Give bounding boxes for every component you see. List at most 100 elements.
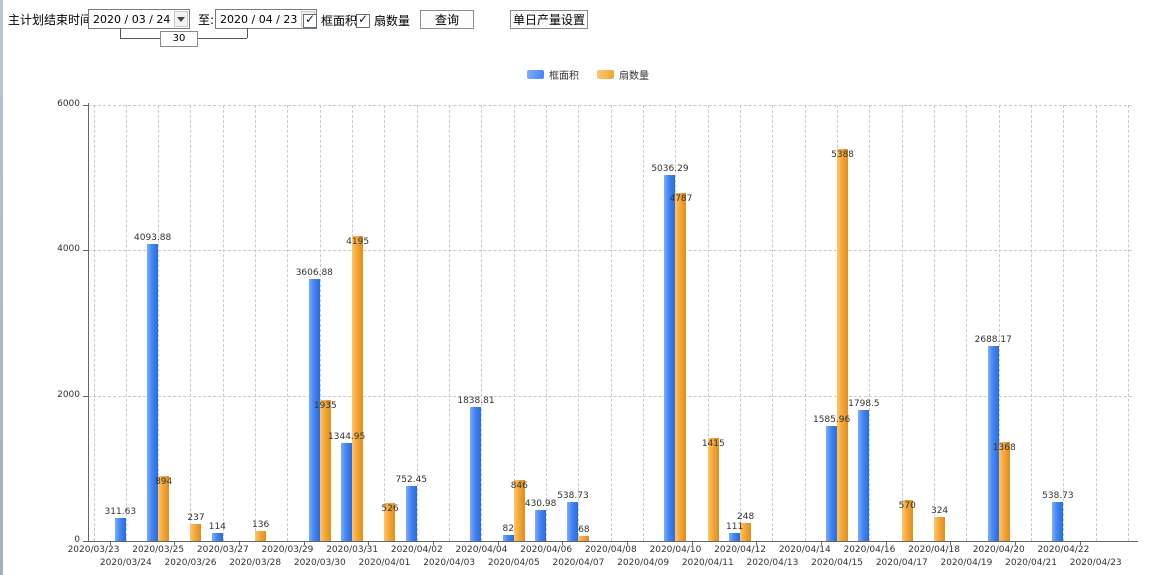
gridline-vertical	[287, 105, 289, 541]
gridline-vertical	[319, 105, 321, 541]
date-to-value[interactable]: 2020 / 04 / 23	[220, 12, 298, 26]
window-left-border	[0, 0, 3, 575]
gridline-vertical	[966, 105, 968, 541]
y-axis-line	[88, 103, 89, 541]
bar-frame-area	[308, 278, 320, 541]
legend-label: 扇数量	[619, 71, 649, 82]
bar-fan-count	[158, 476, 170, 541]
gridline-vertical	[934, 105, 936, 541]
checkbox-frame-area[interactable]: 框面积	[303, 12, 357, 29]
bar-value-label: 4093.88	[134, 232, 172, 243]
bar-value-label: 2688.17	[974, 334, 1012, 345]
bar-frame-area	[729, 532, 741, 541]
days-interval-input[interactable]: 30	[160, 31, 198, 47]
gridline-vertical	[481, 105, 483, 541]
bar-value-label: 1415	[701, 439, 725, 450]
connector-line	[120, 38, 160, 39]
x-axis-tick-label: 2020/04/20	[972, 545, 1025, 555]
legend-swatch-icon	[527, 70, 544, 79]
bar-frame-area	[567, 501, 579, 541]
bar-fan-count	[837, 149, 849, 541]
x-axis-tick	[1079, 541, 1081, 545]
x-axis-tick	[303, 541, 305, 545]
bar-frame-area	[470, 407, 482, 541]
bar-value-label: 430.98	[524, 498, 557, 509]
y-axis-tick	[83, 105, 88, 106]
legend-item[interactable]: 框面积	[527, 67, 579, 82]
x-axis-tick	[756, 541, 758, 545]
bar-value-label: 538.73	[1042, 490, 1074, 501]
x-axis-tick-label: 2020/04/02	[390, 545, 443, 555]
bar-value-label: 136	[252, 520, 270, 531]
date-from-value[interactable]: 2020 / 03 / 24	[93, 12, 171, 26]
bar-fan-count	[901, 499, 913, 541]
x-axis-tick-label: 2020/04/06	[520, 545, 573, 555]
x-axis-tick	[109, 541, 111, 545]
gridline-vertical	[610, 105, 612, 541]
date-from-picker[interactable]: 2020 / 03 / 24	[88, 9, 190, 29]
bar-fan-count	[740, 522, 752, 541]
bar-fan-count	[319, 400, 331, 541]
checkbox-checked-icon[interactable]	[356, 12, 370, 28]
query-button[interactable]: 查询	[420, 10, 474, 29]
x-axis-tick	[820, 541, 822, 545]
x-axis-tick-label: 2020/03/24	[99, 558, 152, 568]
bar-value-label: 752.45	[395, 475, 428, 486]
x-axis-tick-label: 2020/03/26	[164, 558, 217, 568]
bar-value-label: 248	[737, 511, 755, 522]
checkbox-fan-count-label: 扇数量	[374, 14, 411, 28]
daily-output-settings-button[interactable]: 单日产量设置	[510, 10, 588, 29]
date-from-dropdown-icon[interactable]	[174, 11, 188, 27]
x-axis-tick-label: 2020/03/25	[132, 545, 185, 555]
x-axis-tick-label: 2020/04/16	[843, 545, 896, 555]
x-axis-tick	[1014, 541, 1016, 545]
legend-item[interactable]: 扇数量	[597, 67, 649, 82]
gridline-vertical	[222, 105, 224, 541]
bar-value-label: 1585.96	[812, 414, 851, 425]
bar-fan-count	[707, 438, 719, 541]
gridline-vertical	[190, 105, 192, 541]
bar-value-label: 1798.5	[848, 399, 880, 410]
x-axis-tick-label: 2020/04/09	[617, 558, 670, 568]
toolbar: 主计划结束时间: 2020 / 03 / 24 至: 2020 / 04 / 2…	[0, 0, 1150, 50]
bar-value-label: 311.63	[104, 507, 137, 518]
x-axis-tick	[238, 541, 240, 545]
legend-label: 框面积	[549, 71, 579, 82]
gridline-vertical	[1031, 105, 1033, 541]
gridline-vertical	[1063, 105, 1065, 541]
connector-line	[247, 28, 248, 38]
bar-frame-area	[211, 532, 223, 541]
gridline-vertical	[740, 105, 742, 541]
x-axis-line	[88, 541, 1138, 542]
x-axis-tick-label: 2020/03/23	[67, 545, 120, 555]
bar-value-label: 1935	[313, 401, 337, 412]
gridline-vertical	[384, 105, 386, 541]
checkbox-fan-count[interactable]: 扇数量	[356, 12, 410, 29]
bar-value-label: 1344.95	[328, 432, 366, 443]
x-axis-tick	[691, 541, 693, 545]
checkbox-checked-icon[interactable]	[303, 12, 317, 28]
bar-fan-count	[255, 531, 267, 541]
x-axis-tick	[885, 541, 887, 545]
gridline-vertical	[255, 105, 257, 541]
x-axis-tick-label: 2020/04/04	[455, 545, 508, 555]
x-axis-tick-label: 2020/03/27	[196, 545, 249, 555]
y-axis-tick	[83, 541, 88, 542]
gridline-vertical	[449, 105, 451, 541]
x-axis-tick-label: 2020/04/10	[649, 545, 702, 555]
x-axis-tick-label: 2020/04/12	[714, 545, 767, 555]
x-axis-tick-label: 2020/03/30	[293, 558, 346, 568]
x-axis-tick	[497, 541, 499, 545]
bar-fan-count	[578, 536, 590, 541]
gridline-vertical	[578, 105, 580, 541]
bar-frame-area	[405, 486, 417, 541]
bar-value-label: 846	[510, 480, 528, 491]
bar-frame-area	[1052, 501, 1064, 541]
x-axis-tick-label: 2020/03/31	[326, 545, 379, 555]
bar-fan-count	[190, 523, 202, 541]
bar-fan-count	[934, 517, 946, 541]
x-axis-tick-label: 2020/03/28	[229, 558, 282, 568]
bar-value-label: 4195	[346, 237, 370, 248]
gridline-vertical	[772, 105, 774, 541]
